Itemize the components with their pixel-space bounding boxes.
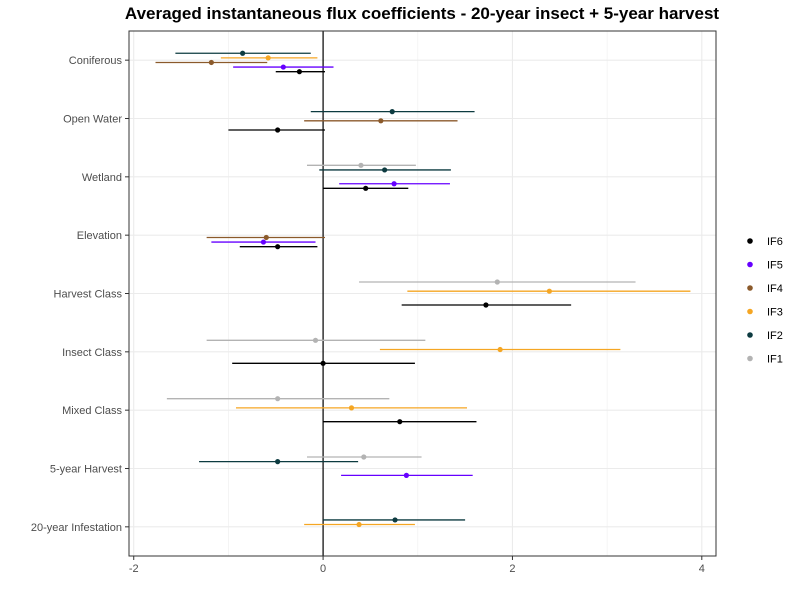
legend-key (747, 261, 753, 268)
estimate-point (483, 302, 489, 308)
legend-key (747, 355, 753, 362)
x-tick-label: 2 (509, 563, 515, 575)
legend-key (747, 238, 753, 244)
y-tick-label: Insect Class (62, 347, 122, 359)
estimate-point (296, 69, 303, 75)
estimate-point (546, 288, 552, 294)
x-tick-label: 0 (320, 563, 326, 575)
estimate-point (392, 517, 398, 523)
legend-key (747, 332, 753, 338)
estimate-point (363, 185, 369, 191)
y-tick-label: 20-year Infestation (31, 522, 122, 534)
estimate-point (265, 55, 271, 61)
estimate-point (497, 346, 503, 353)
estimate-point (275, 396, 281, 402)
legend-label: IF2 (767, 330, 783, 342)
y-tick-label: Coniferous (69, 55, 123, 67)
legend-label: IF4 (767, 283, 783, 295)
y-tick-label: Harvest Class (54, 289, 123, 301)
x-tick-label: 4 (699, 563, 705, 575)
y-tick-label: Wetland (82, 172, 122, 184)
estimate-point (280, 64, 286, 70)
estimate-point (356, 521, 362, 528)
y-tick-label: Open Water (63, 114, 122, 126)
legend-label: IF5 (767, 260, 783, 272)
estimate-point (240, 50, 246, 56)
estimate-point (389, 109, 395, 115)
y-tick-label: 5-year Harvest (50, 464, 122, 476)
estimate-point (348, 405, 355, 411)
estimate-point (397, 419, 403, 425)
legend-label: IF6 (767, 236, 783, 248)
x-tick-label: -2 (129, 563, 139, 575)
estimate-point (361, 454, 367, 460)
legend-key (747, 308, 753, 315)
estimate-point (358, 162, 364, 168)
estimate-point (263, 234, 269, 241)
legend-label: IF3 (767, 307, 783, 319)
estimate-point (275, 459, 281, 465)
estimate-point (312, 337, 319, 343)
estimate-point (208, 59, 214, 66)
estimate-point (260, 239, 267, 245)
estimate-point (382, 167, 388, 173)
estimate-point (494, 279, 500, 285)
estimate-point (391, 181, 397, 187)
y-tick-label: Mixed Class (62, 405, 122, 417)
estimate-point (378, 118, 384, 124)
y-tick-label: Elevation (77, 230, 122, 242)
estimate-point (275, 127, 281, 133)
legend-key (747, 285, 753, 291)
estimate-point (320, 360, 326, 366)
estimate-point (403, 472, 410, 478)
legend-label: IF1 (767, 354, 783, 366)
estimate-point (275, 244, 281, 250)
chart-title: Averaged instantaneous flux coefficients… (124, 4, 720, 23)
